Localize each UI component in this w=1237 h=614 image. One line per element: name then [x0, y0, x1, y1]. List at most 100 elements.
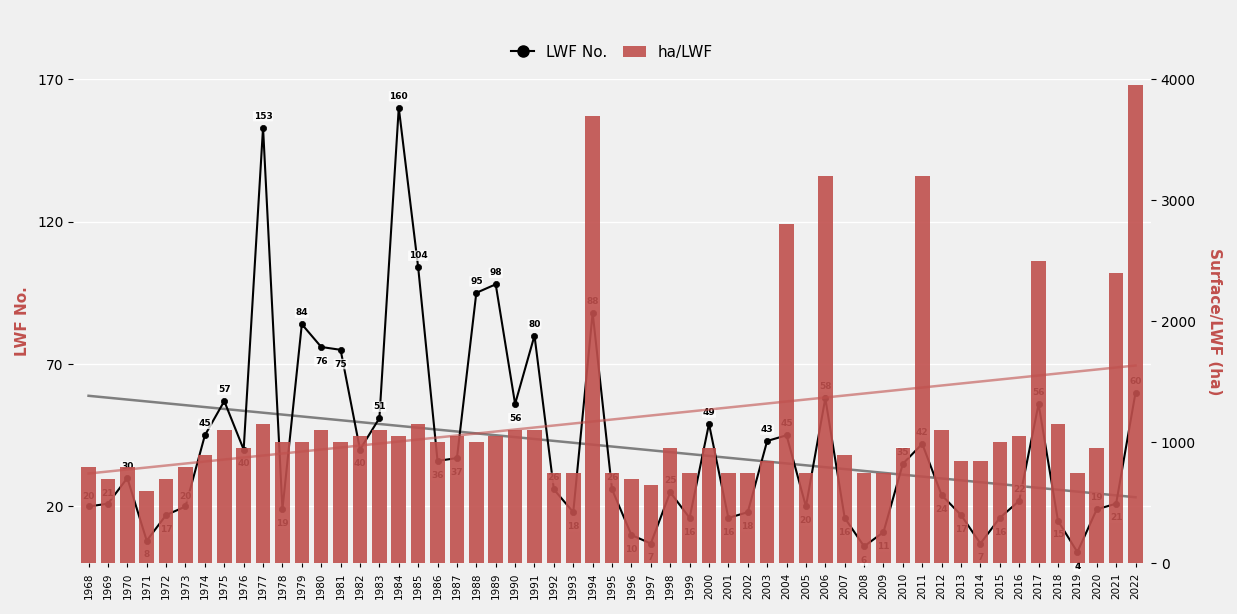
Bar [430, 443, 445, 564]
Bar [275, 443, 289, 564]
Text: 43: 43 [761, 425, 773, 434]
Text: 95: 95 [470, 277, 482, 286]
Text: 45: 45 [199, 419, 212, 429]
Bar [585, 115, 600, 564]
Text: 26: 26 [606, 473, 618, 483]
Text: 24: 24 [935, 505, 948, 514]
Text: 45: 45 [781, 419, 793, 429]
Text: 19: 19 [1091, 494, 1103, 502]
Bar [489, 437, 503, 564]
Text: 16: 16 [993, 527, 1006, 537]
Bar [799, 473, 813, 564]
Bar [450, 437, 464, 564]
Text: 56: 56 [508, 414, 521, 422]
Text: 60: 60 [1129, 376, 1142, 386]
Text: 37: 37 [450, 468, 463, 477]
Bar [411, 424, 426, 564]
Bar [333, 443, 348, 564]
Text: 75: 75 [334, 360, 346, 368]
Text: 25: 25 [664, 476, 677, 485]
Text: 42: 42 [915, 428, 929, 437]
Bar [1128, 85, 1143, 564]
Bar [508, 430, 522, 564]
Text: 7: 7 [977, 553, 983, 562]
Bar [198, 454, 213, 564]
Bar [915, 176, 929, 564]
Bar [701, 448, 716, 564]
Text: 88: 88 [586, 297, 599, 306]
Text: 56: 56 [1033, 388, 1045, 397]
Bar [1012, 437, 1027, 564]
Bar [158, 479, 173, 564]
Bar [314, 430, 329, 564]
Text: 26: 26 [548, 473, 560, 483]
Text: 8: 8 [143, 550, 150, 559]
Bar [1050, 424, 1065, 564]
Bar [954, 460, 969, 564]
Bar [391, 437, 406, 564]
Text: 35: 35 [897, 448, 909, 457]
Text: 49: 49 [703, 408, 715, 417]
Bar [663, 448, 678, 564]
Bar [294, 443, 309, 564]
Text: 57: 57 [218, 385, 230, 394]
Text: 20: 20 [179, 492, 192, 501]
Text: 16: 16 [683, 527, 696, 537]
Text: 40: 40 [354, 459, 366, 468]
Bar [1032, 261, 1045, 564]
Text: 104: 104 [408, 251, 428, 260]
Text: 17: 17 [955, 525, 967, 534]
Text: 6: 6 [861, 556, 867, 565]
Bar [837, 454, 852, 564]
Text: 11: 11 [877, 542, 889, 551]
Text: 4: 4 [1074, 562, 1081, 571]
Bar [643, 485, 658, 564]
Text: 20: 20 [800, 516, 813, 525]
Bar [82, 467, 95, 564]
Text: 20: 20 [83, 492, 95, 501]
Text: 17: 17 [160, 525, 172, 534]
Text: 10: 10 [625, 545, 637, 554]
Text: 22: 22 [1013, 485, 1025, 494]
Bar [741, 473, 755, 564]
Y-axis label: Surface/LWF (ha): Surface/LWF (ha) [1207, 247, 1222, 395]
Text: 80: 80 [528, 320, 541, 328]
Bar [934, 430, 949, 564]
Bar [625, 479, 638, 564]
Text: 36: 36 [432, 471, 444, 480]
Bar [818, 176, 833, 564]
Y-axis label: LWF No.: LWF No. [15, 287, 30, 356]
Bar [1070, 473, 1085, 564]
Text: 84: 84 [296, 308, 308, 317]
Text: 58: 58 [819, 383, 831, 391]
Bar [178, 467, 193, 564]
Text: 18: 18 [567, 522, 579, 531]
Text: 21: 21 [1110, 513, 1122, 523]
Bar [896, 448, 910, 564]
Bar [256, 424, 271, 564]
Bar [527, 430, 542, 564]
Text: 76: 76 [315, 357, 328, 366]
Bar [760, 460, 774, 564]
Bar [721, 473, 736, 564]
Text: 30: 30 [121, 462, 134, 471]
Bar [100, 479, 115, 564]
Bar [974, 460, 987, 564]
Text: 98: 98 [490, 268, 502, 278]
Text: 153: 153 [254, 112, 272, 121]
Bar [857, 473, 871, 564]
Bar [1108, 273, 1123, 564]
Bar [1090, 448, 1105, 564]
Bar [353, 437, 367, 564]
Text: 160: 160 [390, 91, 408, 101]
Bar [469, 443, 484, 564]
Bar [779, 225, 794, 564]
Text: 7: 7 [648, 553, 654, 562]
Text: 19: 19 [276, 519, 288, 528]
Bar [216, 430, 231, 564]
Text: 16: 16 [722, 527, 735, 537]
Text: 18: 18 [741, 522, 755, 531]
Bar [547, 473, 562, 564]
Bar [567, 473, 580, 564]
Text: 40: 40 [238, 459, 250, 468]
